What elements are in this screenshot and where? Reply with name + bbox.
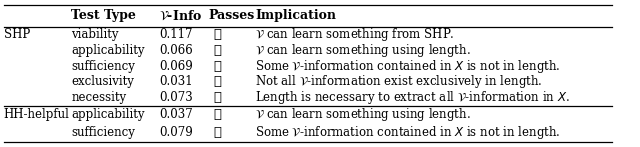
Text: Test Type: Test Type <box>71 10 136 22</box>
Text: Length is necessary to extract all $\mathcal{V}$-information in $X$.: Length is necessary to extract all $\mat… <box>255 89 570 106</box>
Text: ✗: ✗ <box>213 126 221 139</box>
Text: 0.073: 0.073 <box>159 91 193 104</box>
Text: 0.069: 0.069 <box>159 60 193 73</box>
Text: 0.037: 0.037 <box>159 108 193 121</box>
Text: applicability: applicability <box>71 108 145 121</box>
Text: SHP: SHP <box>4 28 30 41</box>
Text: sufficiency: sufficiency <box>71 126 135 139</box>
Text: $\mathcal{V}$ can learn something from SHP.: $\mathcal{V}$ can learn something from S… <box>255 26 455 43</box>
Text: ✗: ✗ <box>213 75 221 88</box>
Text: 0.117: 0.117 <box>159 28 193 41</box>
Text: ✓: ✓ <box>213 28 221 41</box>
Text: 0.066: 0.066 <box>159 44 193 57</box>
Text: exclusivity: exclusivity <box>71 75 134 88</box>
Text: 0.079: 0.079 <box>159 126 193 139</box>
Text: HH-helpful: HH-helpful <box>4 108 70 121</box>
Text: 0.031: 0.031 <box>159 75 193 88</box>
Text: Some $\mathcal{V}$-information contained in $X$ is not in length.: Some $\mathcal{V}$-information contained… <box>255 58 561 75</box>
Text: viability: viability <box>71 28 119 41</box>
Text: ✗: ✗ <box>213 60 221 73</box>
Text: applicability: applicability <box>71 44 145 57</box>
Text: $\mathcal{V}$ can learn something using length.: $\mathcal{V}$ can learn something using … <box>255 106 471 123</box>
Text: ✓: ✓ <box>213 44 221 57</box>
Text: $\mathcal{V}$-Info: $\mathcal{V}$-Info <box>159 9 202 23</box>
Text: $\mathcal{V}$ can learn something using length.: $\mathcal{V}$ can learn something using … <box>255 42 471 59</box>
Text: Implication: Implication <box>255 10 337 22</box>
Text: Passes: Passes <box>208 10 255 22</box>
Text: Not all $\mathcal{V}$-information exist exclusively in length.: Not all $\mathcal{V}$-information exist … <box>255 74 543 90</box>
Text: sufficiency: sufficiency <box>71 60 135 73</box>
Text: ✓: ✓ <box>213 91 221 104</box>
Text: necessity: necessity <box>71 91 127 104</box>
Text: Some $\mathcal{V}$-information contained in $X$ is not in length.: Some $\mathcal{V}$-information contained… <box>255 124 561 141</box>
Text: ✓: ✓ <box>213 108 221 121</box>
